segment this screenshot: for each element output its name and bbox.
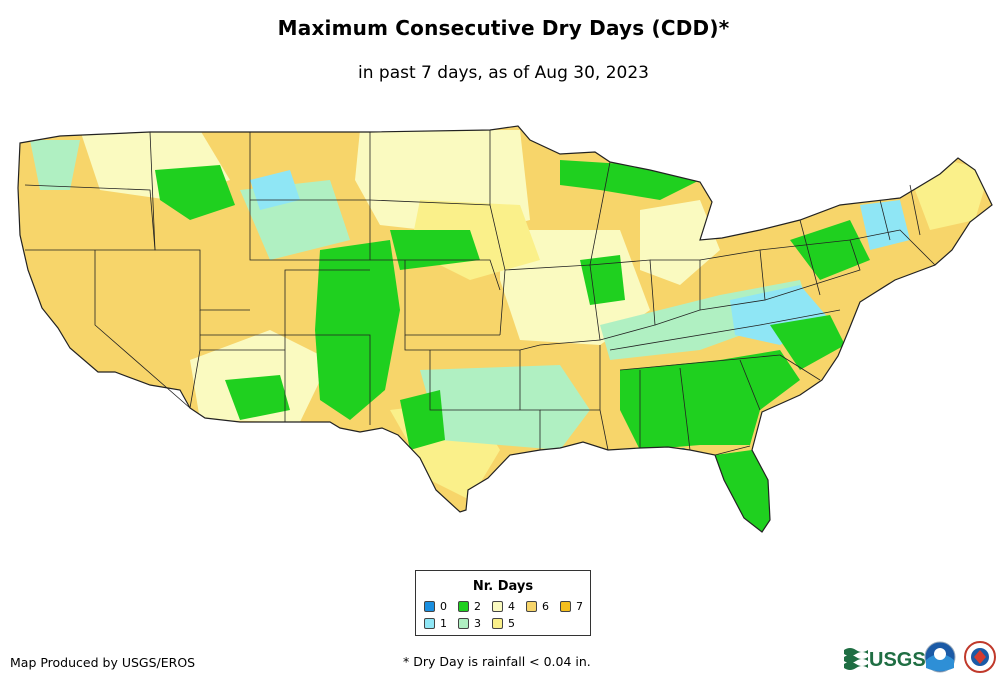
legend-item-4: 4 [492, 601, 515, 613]
legend-label-6: 6 [542, 600, 549, 613]
map-subtitle: in past 7 days, as of Aug 30, 2023 [358, 63, 649, 83]
region-2-carolinas [770, 315, 845, 370]
legend-item-5: 5 [492, 618, 515, 630]
us-dry-days-map [0, 110, 1007, 550]
region-2-colorado-new-mexico [315, 240, 400, 420]
legend-item-7: 7 [560, 601, 583, 613]
state-boundaries [17, 125, 993, 533]
noaa-logo-icon [924, 641, 956, 673]
legend-swatch-1 [424, 618, 435, 629]
legend-title: Nr. Days [472, 579, 534, 594]
legend-label-1: 1 [440, 617, 447, 630]
legend-label-4: 4 [508, 600, 515, 613]
legend: Nr. Days 0 1 2 3 4 5 6 7 [415, 570, 591, 636]
usgs-logo: USGS [844, 648, 926, 671]
legend-swatch-5 [492, 618, 503, 629]
legend-label-2: 2 [474, 600, 481, 613]
region-2-arizona [225, 375, 290, 420]
legend-label-7: 7 [576, 600, 583, 613]
region-2-west-texas [400, 390, 445, 450]
legend-label-5: 5 [508, 617, 515, 630]
legend-item-1: 1 [424, 618, 447, 630]
region-2-southeast [620, 350, 800, 450]
dry-day-footnote: * Dry Day is rainfall < 0.04 in. [403, 654, 591, 669]
map-title: Maximum Consecutive Dry Days (CDD)* [277, 16, 730, 40]
legend-swatch-3 [458, 618, 469, 629]
legend-label-3: 3 [474, 617, 481, 630]
region-2-montana [155, 165, 235, 220]
legend-item-2: 2 [458, 601, 481, 613]
legend-item-0: 0 [424, 601, 447, 613]
map-credit: Map Produced by USGS/EROS [10, 655, 196, 670]
legend-swatch-2 [458, 601, 469, 612]
legend-label-0: 0 [440, 600, 447, 613]
region-2-florida [715, 450, 770, 532]
nws-logo-icon [964, 641, 996, 673]
region-1-new-england [860, 200, 910, 250]
region-4-southwest [190, 330, 330, 422]
region-2-pennsylvania [790, 220, 870, 280]
region-2-great-lakes [560, 160, 700, 200]
region-3-northwest [30, 140, 80, 190]
legend-swatch-4 [492, 601, 503, 612]
legend-swatch-0 [424, 601, 435, 612]
region-3-southern-plains [420, 365, 590, 450]
usgs-logo-text: USGS [869, 649, 926, 671]
legend-item-3: 3 [458, 618, 481, 630]
region-2-wisconsin [580, 255, 625, 305]
agency-logos: USGS [842, 640, 1002, 680]
legend-swatch-7 [560, 601, 571, 612]
legend-swatch-6 [526, 601, 537, 612]
legend-item-6: 6 [526, 601, 549, 613]
